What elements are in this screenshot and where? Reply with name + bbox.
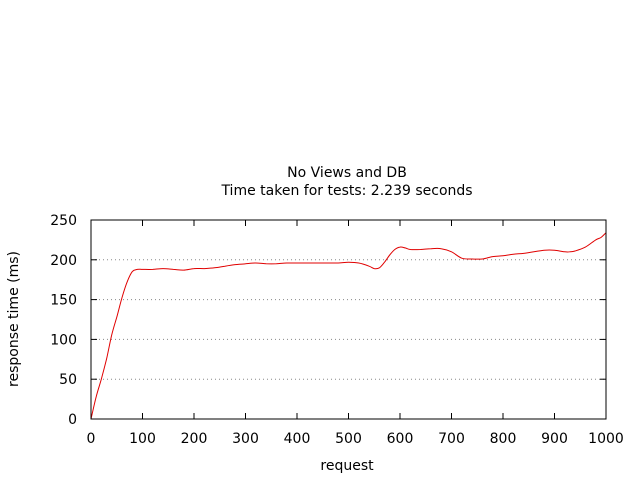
axis-ticks [90,219,607,420]
chart-title: No Views and DB [287,165,407,181]
x-tick-label: 0 [87,431,96,447]
y-tick-label: 200 [50,253,77,269]
x-tick-label: 500 [335,431,362,447]
x-tick-label: 400 [284,431,311,447]
y-tick-label: 150 [50,293,77,309]
plot-frame [90,219,607,420]
y-tick-label: 100 [50,332,77,348]
y-tick-label: 50 [59,372,77,388]
tick-labels: 0 50 100 150 200 250 0 100 200 300 400 500 600 700 800… [50,213,624,447]
x-tick-label: 1000 [588,431,624,447]
x-tick-label: 800 [490,431,517,447]
y-axis-label: response time (ms) [6,251,22,387]
x-tick-label: 900 [541,431,568,447]
chart-subtitle: Time taken for tests: 2.239 seconds [220,183,472,199]
x-tick-label: 600 [387,431,414,447]
x-tick-label: 100 [129,431,156,447]
grid-lines [91,259,606,380]
series-line [90,232,607,420]
y-tick-label: 250 [50,213,77,229]
x-axis-label: request [320,458,374,474]
x-tick-label: 200 [181,431,208,447]
x-tick-label: 700 [438,431,465,447]
y-tick-label: 0 [68,412,77,428]
x-tick-label: 300 [232,431,259,447]
